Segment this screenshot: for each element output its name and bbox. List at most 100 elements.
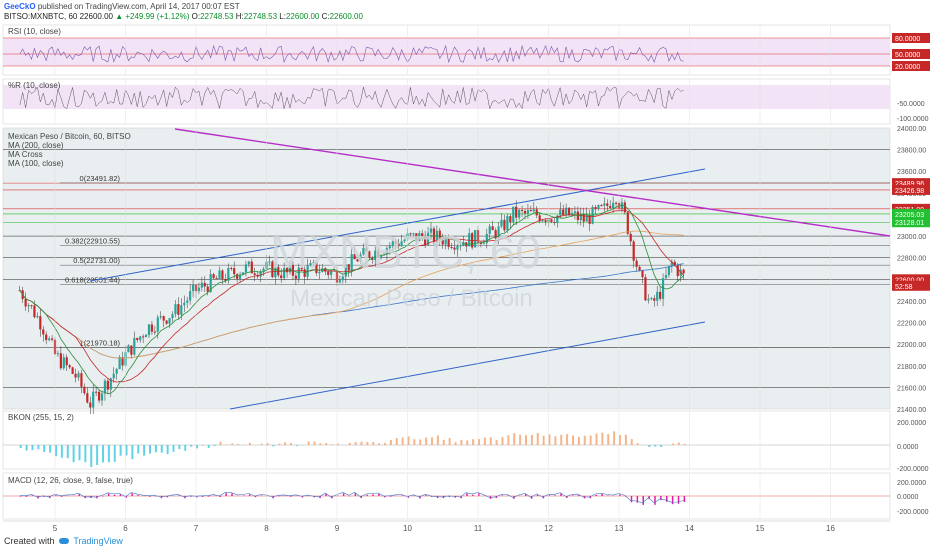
candle-body [597,205,600,209]
candle-body [523,210,527,214]
candle-body [415,233,418,242]
macd-bar [366,494,368,496]
candle-body [300,267,303,270]
candle-body [579,214,582,221]
x-tick-label: 11 [474,524,483,533]
price-badge [892,217,930,228]
candle-body [656,291,659,301]
candle-body [529,210,532,212]
candle-body [147,324,151,335]
candle-body [650,298,653,300]
author-link[interactable]: GeeCkO [4,2,36,11]
macd-bar [507,495,509,496]
macd-bar [131,493,133,496]
candle-body [673,261,676,266]
candle-body [453,247,456,250]
bkon-tick-label: -200.0000 [897,466,929,473]
bkon-bar [519,434,522,445]
macd-bar [472,494,474,496]
bkon-bar [113,445,116,462]
macd-bar [448,496,451,498]
bkon-bar [460,439,463,445]
candle-body [89,402,92,408]
bkon-bar [78,445,81,461]
bkon-bar [266,442,269,445]
candle-body [626,212,629,234]
candle-body [324,268,327,272]
candle-body [412,233,415,235]
candle-body [368,251,371,258]
candle-body [506,216,509,231]
bkon-bar [125,445,128,456]
macd-bar [254,496,257,498]
candle-body [629,233,632,242]
candle-body [130,345,133,355]
candle-body [635,260,638,267]
bkon-bar [419,439,422,445]
candle-body [103,380,107,394]
tradingview-brand[interactable]: TradingView [73,536,123,546]
candle-body [394,241,397,244]
bkon-bar [448,438,451,445]
macd-bar [619,494,621,496]
candle-body [250,261,253,274]
candle-body [136,337,139,341]
candle-body [318,272,321,274]
candle-body [153,331,156,333]
x-tick-label: 15 [756,524,765,533]
macd-bar [248,494,251,496]
bkon-bar [507,435,510,445]
ohlc-header: BITSO:MXNBTC, 60 22600.00 ▲ +249.99 (+1.… [4,12,363,21]
candle-body [441,239,444,245]
bkon-bar [60,445,63,458]
candle-body [244,264,248,273]
candle-body [588,214,591,224]
macd-bar [607,495,609,496]
candle-body [447,237,450,247]
macd-bar [666,496,668,502]
candle-body [65,357,68,366]
candle-body [565,207,568,216]
candle-body [297,267,300,279]
candle-body [247,261,250,265]
macd-bar [630,496,633,503]
candle-body [371,257,374,260]
candle-body [144,334,148,338]
candle-body [97,391,101,401]
candle-body [532,209,535,212]
macd-bar [55,494,57,496]
candle-body [59,353,62,369]
candle-body [400,241,403,247]
bkon-bar [160,445,163,453]
candle-body [353,254,356,260]
candle-body [274,266,277,278]
candle-body [432,228,436,242]
candle-body [553,221,556,224]
close-value: 22600.00 [329,12,363,21]
bkon-bar [601,432,604,445]
ma10-line [19,204,684,395]
macd-bar [384,496,386,498]
candle-body [121,357,124,366]
channel-upper [89,168,706,282]
bkon-bar [454,442,457,445]
candle-body [95,391,98,393]
fib-label: 0.5(22731.00) [73,256,120,265]
macd-tick-label: 0.0000 [897,494,919,501]
candle-body [679,269,682,277]
watermark-name: Mexican Peso / Bitcoin [290,285,533,312]
macd-bar [25,496,28,497]
candle-body [106,380,109,390]
ma100-label: MA (100, close) [8,159,64,168]
macd-bar [149,496,151,497]
bkon-bar [295,445,298,446]
bkon-bar [677,442,680,445]
macd-bar [201,496,204,497]
candle-body [594,206,597,209]
candle-body [538,215,541,222]
candle-body [338,280,342,283]
price-tick-label: 23800.00 [897,148,926,155]
macd-bar [19,496,22,497]
price-badge [892,184,930,195]
